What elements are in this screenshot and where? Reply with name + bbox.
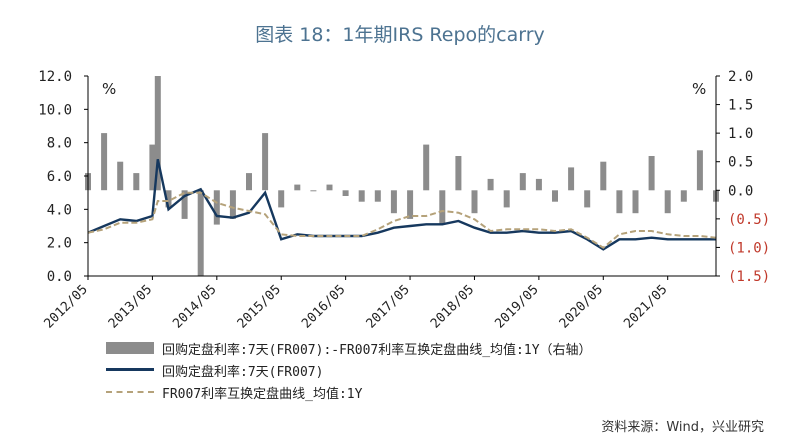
spread-bar [471, 190, 478, 214]
spread-bar [278, 190, 285, 208]
right-tick-label: (1.5) [728, 269, 770, 285]
spread-bar [535, 178, 542, 191]
spread-bar [680, 190, 687, 202]
x-tick-label: 2014/05 [170, 282, 219, 331]
legend-label-fr007: 回购定盘利率:7天(FR007) [162, 364, 324, 380]
spread-bar [696, 150, 703, 191]
left-tick-label: 4.0 [47, 202, 72, 218]
spread-bar [632, 190, 639, 214]
x-tick-label: 2019/05 [492, 282, 541, 331]
legend-item-irs: FR007利率互换定盘曲线_均值:1Y [106, 383, 363, 402]
x-tick-label: 2020/05 [557, 282, 606, 331]
spread-bar [407, 190, 414, 219]
x-tick-label: 2015/05 [235, 282, 284, 331]
x-tick-label: 2012/05 [41, 282, 90, 331]
spread-bar [181, 190, 188, 219]
spread-bar [294, 184, 301, 191]
x-tick-label: 2017/05 [364, 282, 413, 331]
spread-bar [455, 156, 462, 191]
spread-bar [519, 173, 526, 191]
spread-bar [326, 184, 333, 191]
spread-bar [664, 190, 671, 214]
x-tick-label: 2013/05 [106, 282, 155, 331]
spread-bar [197, 190, 204, 276]
spread-bar [584, 190, 591, 208]
spread-bar [568, 167, 575, 191]
spread-bar [101, 133, 108, 191]
right-tick-label: 0.0 [728, 183, 753, 199]
left-tick-label: 10.0 [38, 102, 72, 118]
spread-bar [552, 190, 558, 202]
spread-bar [648, 156, 655, 191]
left-tick-label: 6.0 [47, 169, 72, 185]
spread-bar [374, 190, 381, 202]
right-tick-label: 1.5 [728, 98, 753, 114]
legend-label-spread: 回购定盘利率:7天(FR007):-FR007利率互换定盘曲线_均值:1Y（右轴… [162, 342, 592, 358]
right-tick-label: 2.0 [728, 69, 753, 85]
spread-bar [390, 190, 397, 214]
series-line-irs-1y [87, 191, 717, 249]
right-tick-label: (1.0) [728, 240, 770, 256]
chart-title: 图表 18：1年期IRS Repo的carry [255, 24, 545, 46]
spread-bar [117, 161, 124, 191]
right-tick-label: 0.5 [728, 155, 753, 171]
right-tick-label: (0.5) [728, 212, 770, 228]
legend-swatch-line [106, 364, 154, 376]
left-tick-label: 0.0 [47, 269, 72, 285]
spread-bar [246, 173, 252, 191]
left-tick-label: 12.0 [38, 69, 72, 85]
legend-item-spread: 回购定盘利率:7天(FR007):-FR007利率互换定盘曲线_均值:1Y（右轴… [106, 339, 592, 358]
x-tick-label: 2018/05 [428, 282, 477, 331]
x-tick-label: 2016/05 [299, 282, 348, 331]
spread-bar [439, 190, 446, 225]
spread-bar [229, 190, 236, 219]
right-tick-label: 1.0 [728, 126, 753, 142]
legend-item-fr007: 回购定盘利率:7天(FR007) [106, 361, 324, 380]
legend-swatch-bar [106, 342, 154, 354]
spread-bar [423, 144, 430, 191]
source-note: 资料来源：Wind，兴业研究 [601, 420, 764, 435]
spread-bar [262, 133, 269, 191]
spread-bar [342, 190, 349, 196]
spread-bar [154, 76, 161, 191]
spread-bar [487, 178, 494, 191]
legend-swatch-dash [106, 386, 154, 398]
spread-bar [133, 173, 140, 191]
spread-bar [165, 190, 172, 208]
spread-bar [616, 190, 623, 214]
spread-bar [600, 161, 607, 191]
spread-bar [149, 144, 156, 191]
x-tick-label: 2021/05 [621, 282, 670, 331]
left-tick-label: 2.0 [47, 236, 72, 252]
legend-label-irs: FR007利率互换定盘曲线_均值:1Y [162, 386, 363, 402]
spread-bar [310, 190, 317, 192]
spread-bar [503, 190, 510, 208]
left-tick-label: 8.0 [47, 136, 72, 152]
left-axis-unit: % [102, 80, 116, 98]
right-axis-unit: % [692, 80, 706, 98]
series-line-fr007 [87, 159, 716, 251]
spread-bar [358, 190, 365, 202]
spread-bar [213, 190, 220, 225]
